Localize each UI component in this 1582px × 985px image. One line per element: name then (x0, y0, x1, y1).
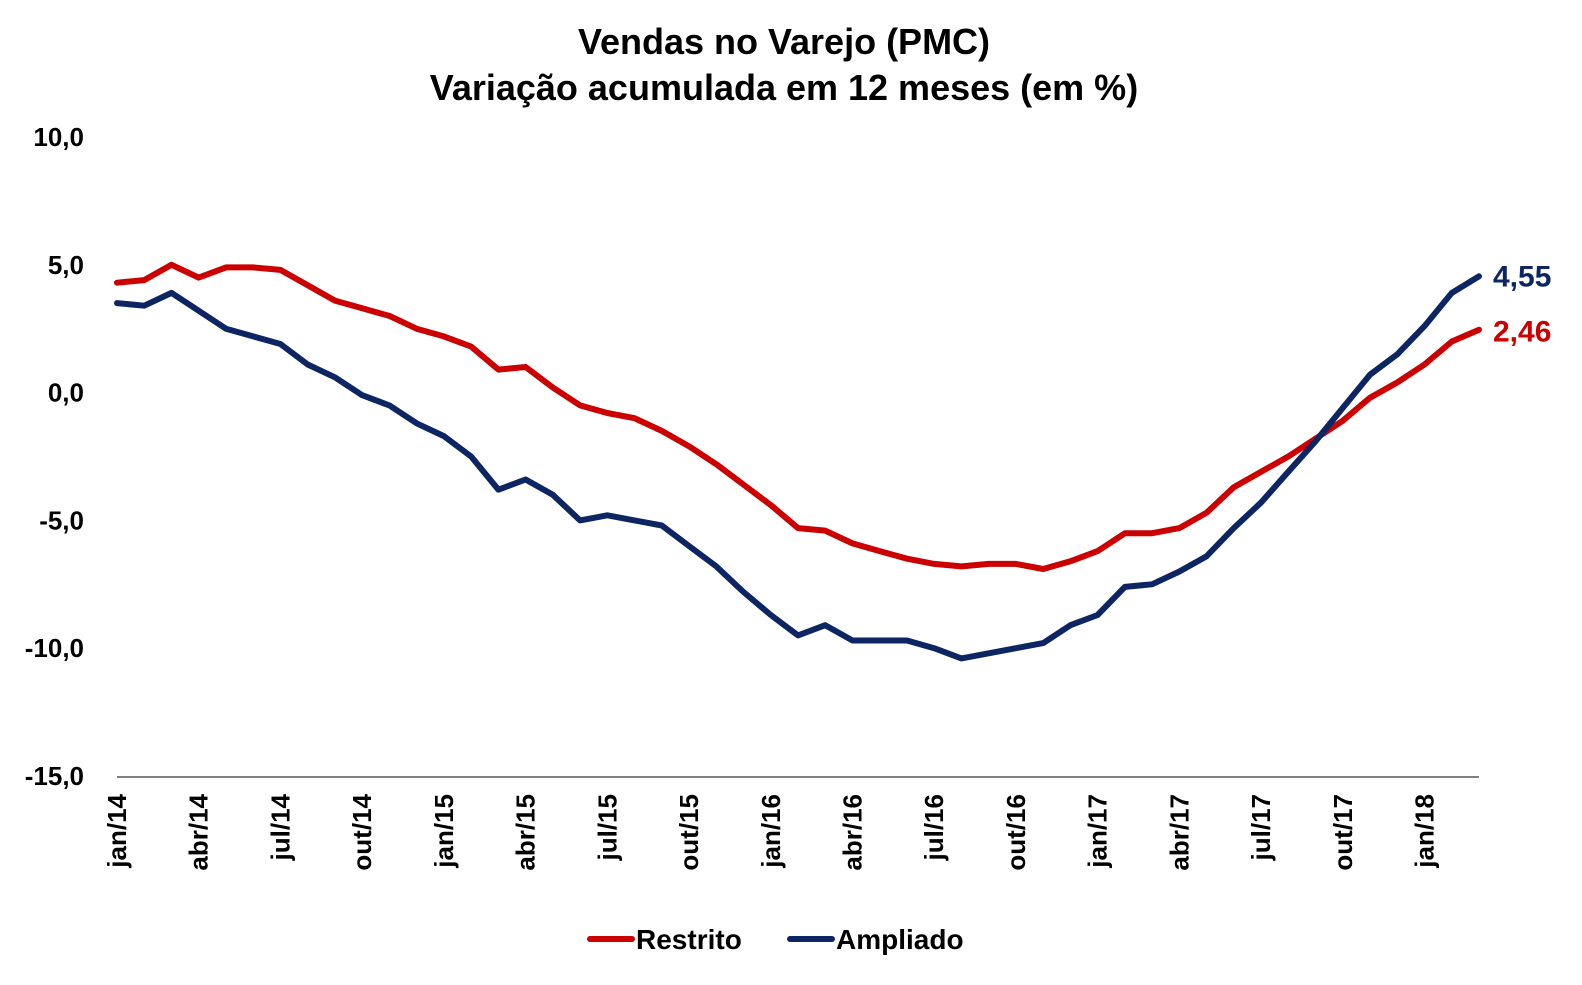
x-tick-label-jan-17: jan/17 (1083, 794, 1113, 869)
y-tick-label-5: -15,0 (25, 761, 84, 791)
y-tick-label-1: 5,0 (48, 250, 84, 280)
end-labels: 2,46 4,55 (1493, 260, 1551, 348)
x-tick-label-out-16: out/16 (1001, 794, 1031, 871)
chart-title-line-2: Variação acumulada em 12 meses (em %) (430, 67, 1138, 108)
x-tick-label-jul-16: jul/16 (919, 794, 949, 861)
x-tick-label-jul-17: jul/17 (1246, 794, 1276, 861)
x-tick-label-out-14: out/14 (347, 793, 377, 870)
end-label-restrito: 2,46 (1493, 316, 1551, 349)
x-tick-label-jan-18: jan/18 (1410, 794, 1440, 869)
x-tick-label-abr-17: abr/17 (1164, 794, 1194, 871)
chart-title: Vendas no Varejo (PMC) Variação acumulad… (430, 21, 1138, 108)
y-axis-tick-labels: 10,0 5,0 0,0 -5,0 -10,0 -15,0 (25, 122, 84, 791)
x-tick-label-abr-16: abr/16 (837, 794, 867, 871)
x-tick-label-jan-16: jan/16 (756, 794, 786, 869)
chart-title-line-1: Vendas no Varejo (PMC) (578, 21, 990, 62)
x-tick-label-abr-15: abr/15 (511, 794, 541, 871)
legend-label-restrito: Restrito (636, 924, 742, 955)
x-tick-label-jul-15: jul/15 (592, 794, 622, 861)
y-tick-label-0: 10,0 (33, 122, 84, 152)
x-tick-label-out-15: out/15 (674, 794, 704, 871)
x-tick-label-abr-14: abr/14 (184, 793, 214, 870)
series-line-ampliado (114, 273, 1482, 662)
y-tick-label-2: 0,0 (48, 378, 84, 408)
x-axis-tick-labels: jan/14 abr/14 jul/14 out/14 jan/15 abr/15 jul/… (102, 793, 1440, 870)
x-tick-label-jul-14: jul/14 (265, 793, 295, 861)
series-line-restrito (114, 261, 1482, 572)
y-tick-label-4: -10,0 (25, 633, 84, 663)
end-label-ampliado: 4,55 (1493, 260, 1551, 293)
x-tick-label-jan-15: jan/15 (429, 794, 459, 869)
x-tick-label-jan-14: jan/14 (102, 793, 132, 868)
series-layer (114, 261, 1482, 662)
legend-label-ampliado: Ampliado (836, 924, 964, 955)
legend: Restrito Ampliado (587, 924, 964, 955)
y-tick-label-3: -5,0 (39, 505, 84, 535)
x-tick-label-out-17: out/17 (1328, 794, 1358, 871)
